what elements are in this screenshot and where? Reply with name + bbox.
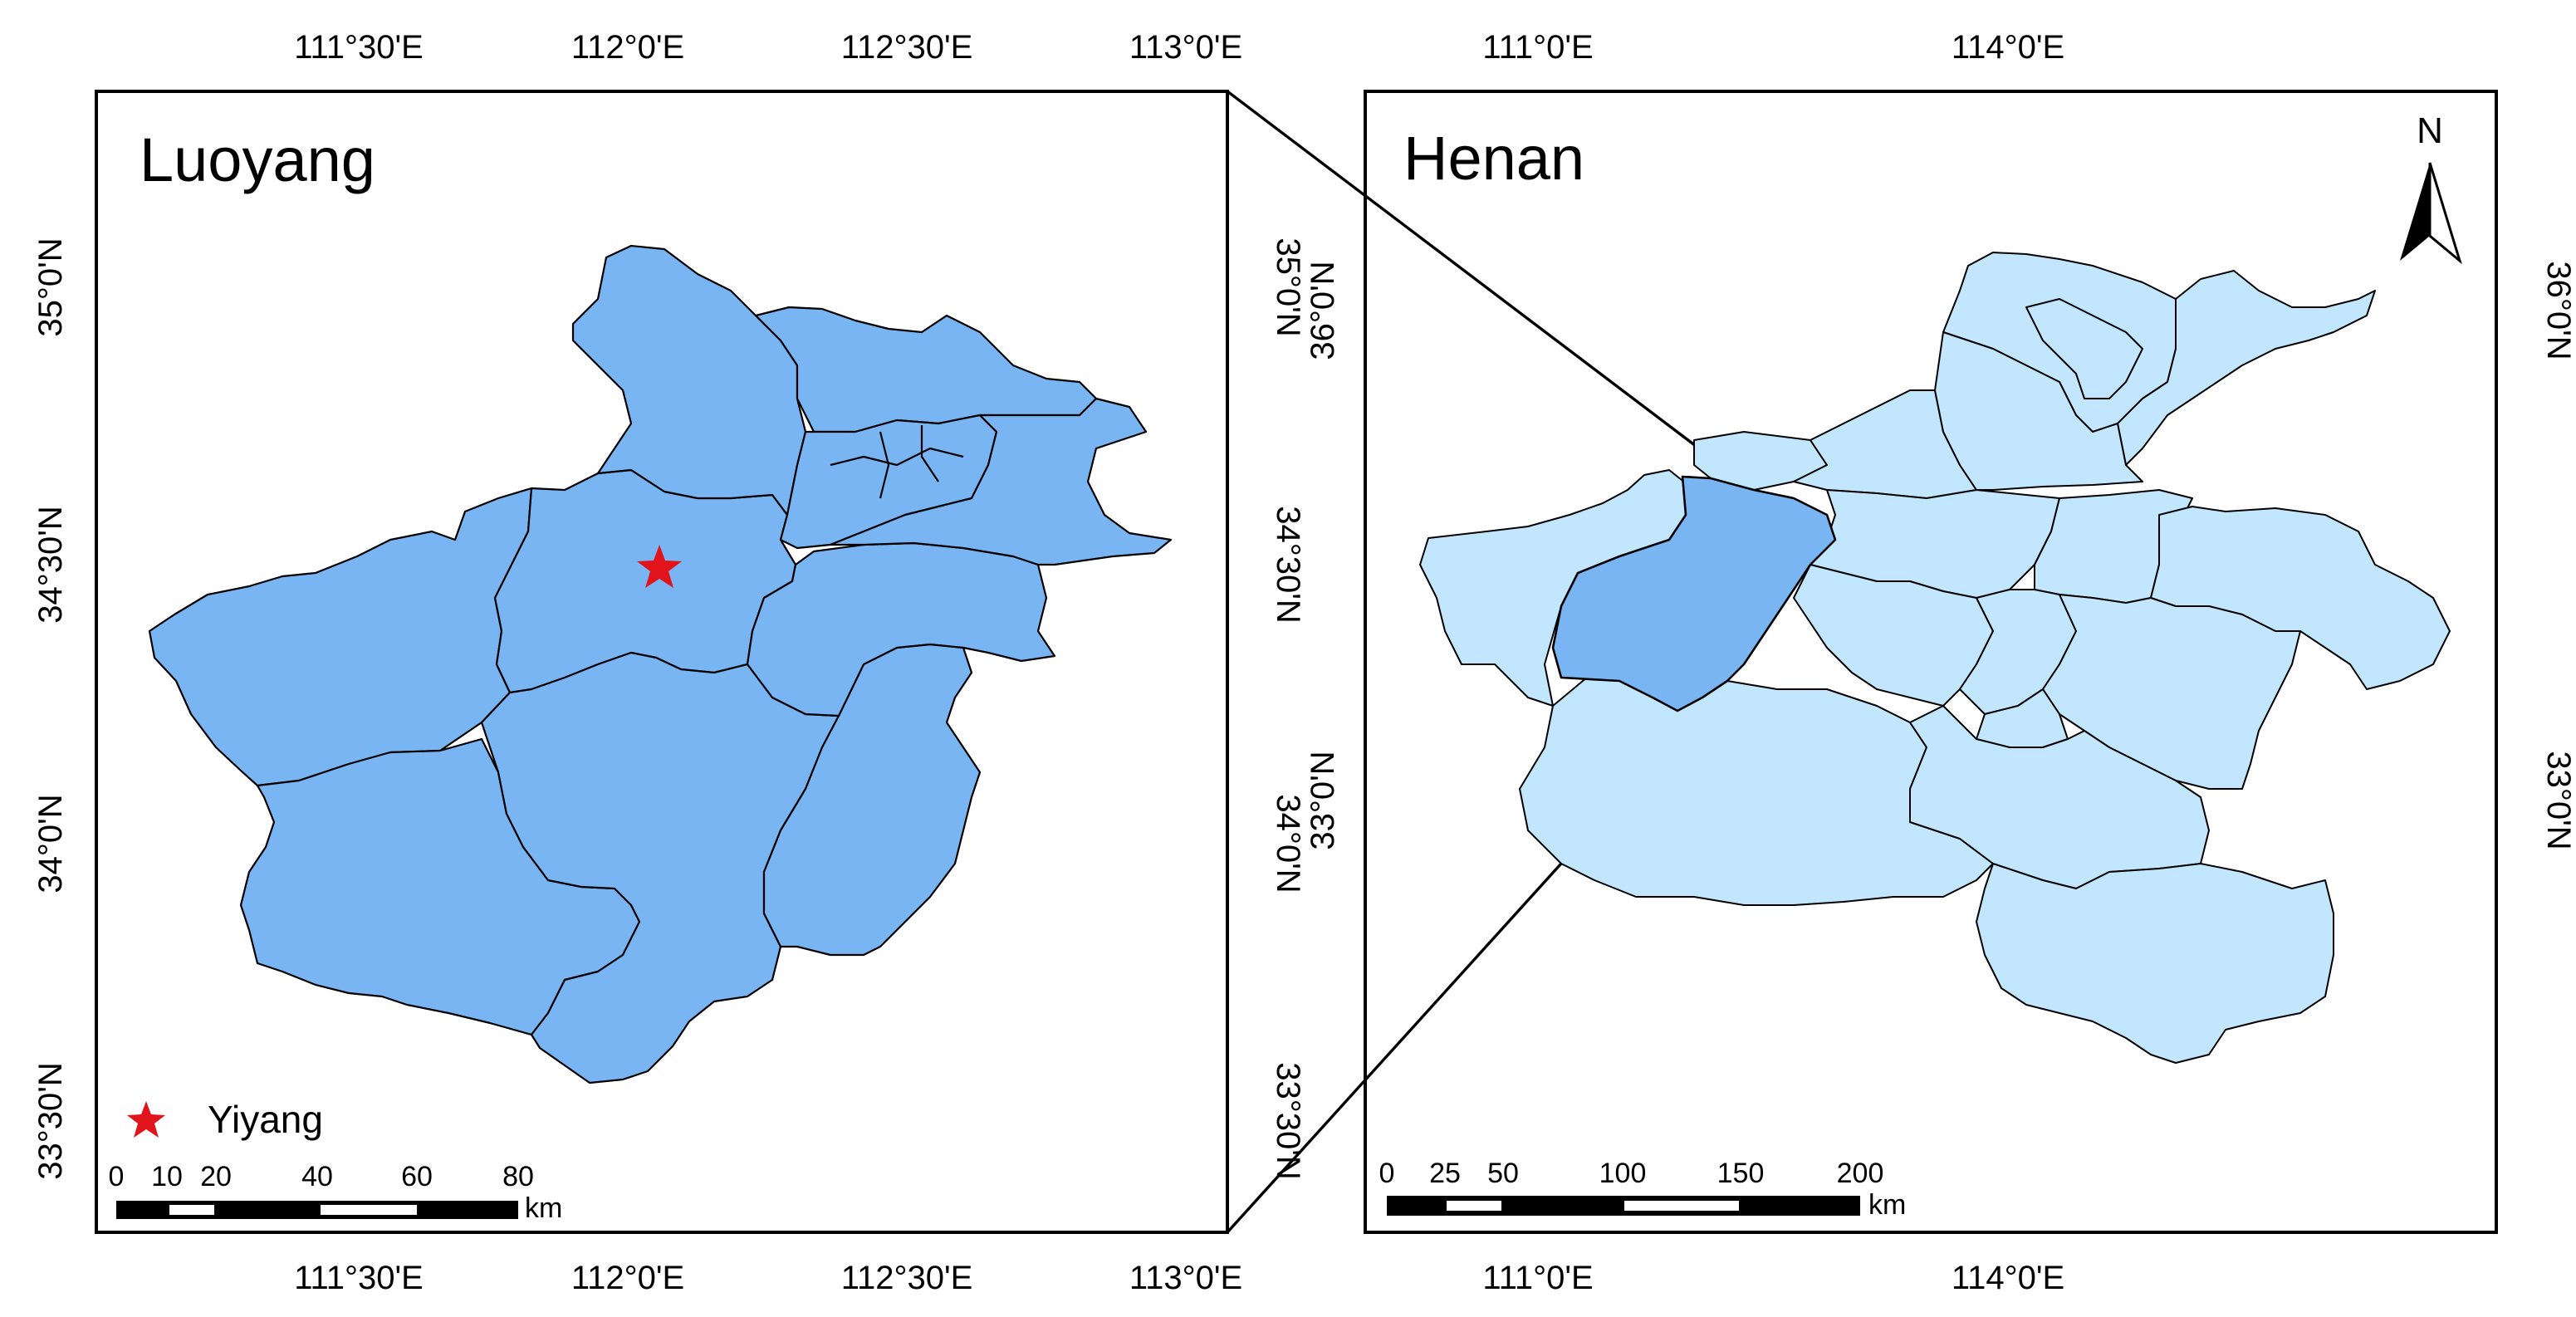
luoyang-bottom-tick-0: 111°30'E — [294, 1260, 424, 1296]
luoyang-top-tick-1: 112°0'E — [571, 29, 684, 66]
county-ruyang — [762, 643, 982, 957]
luoyang-scale-bar-segment — [321, 1205, 417, 1215]
city-xinxiang — [1934, 331, 2143, 491]
luoyang-scale-label-1: 10 — [151, 1161, 183, 1192]
henan-right-tick-1: 33°0'N — [2540, 751, 2576, 849]
north-arrow-label: N — [2417, 110, 2443, 151]
henan-map-frame — [1364, 90, 2498, 1234]
luoyang-scale-label-3: 40 — [301, 1161, 333, 1192]
luoyang-bottom-tick-1: 112°0'E — [571, 1260, 684, 1296]
luoyang-panel: 111°30'E 112°0'E 112°30'E 113°0'E 111°30… — [32, 29, 1306, 1296]
henan-top-tick-1: 114°0'E — [1952, 29, 2064, 66]
luoyang-left-tick-2: 34°0'N — [32, 794, 69, 893]
north-arrow-icon — [2400, 163, 2430, 261]
henan-bottom-tick-1: 114°0'E — [1952, 1260, 2064, 1296]
luoyang-right-tick-2: 34°0'N — [1270, 794, 1306, 893]
luoyang-left-tick-1: 34°30'N — [32, 506, 69, 624]
county-songxian — [480, 651, 840, 1084]
luoyang-right-tick-0: 35°0'N — [1270, 237, 1306, 336]
luoyang-scale-label-0: 0 — [109, 1161, 125, 1192]
luoyang-scale-unit: km — [525, 1192, 562, 1224]
henan-scale-label-3: 100 — [1599, 1158, 1647, 1189]
henan-scale-label-0: 0 — [1379, 1158, 1395, 1189]
luoyang-top-tick-2: 112°30'E — [841, 29, 973, 66]
connector-line-top — [1226, 90, 1756, 492]
luoyang-right-tick-3: 33°30'N — [1270, 1062, 1306, 1180]
county-mengjin — [754, 306, 1098, 433]
henan-scale-label-5: 200 — [1837, 1158, 1884, 1189]
district-line-2 — [879, 431, 890, 499]
henan-bottom-tick-0: 111°0'E — [1482, 1260, 1593, 1296]
city-nanyang — [1519, 663, 1994, 906]
luoyang-map-frame — [95, 90, 1229, 1234]
henan-scale-label-1: 25 — [1429, 1158, 1461, 1189]
henan-top-tick-0: 111°0'E — [1482, 29, 1593, 66]
luoyang-scale-label-4: 60 — [401, 1161, 433, 1192]
luoyang-scale-bar: 0 10 20 40 60 80 km — [109, 1161, 563, 1224]
county-yanshi — [829, 397, 1173, 566]
district-line-1 — [830, 447, 964, 467]
north-arrow-icon-outline — [2428, 162, 2462, 265]
luoyang-bottom-tick-2: 112°30'E — [841, 1260, 973, 1296]
yiyang-star-marker — [637, 545, 682, 588]
henan-cities — [1419, 252, 2451, 1064]
legend-label-yiyang: Yiyang — [208, 1098, 323, 1141]
luoyang-left-tick-0: 35°0'N — [32, 237, 69, 336]
henan-scale-unit: km — [1868, 1189, 1906, 1221]
city-luoyang-highlight — [1551, 475, 1837, 712]
city-zhumadian — [1909, 705, 2210, 889]
henan-scale-label-4: 150 — [1717, 1158, 1765, 1189]
luoyang-top-tick-3: 113°0'E — [1129, 29, 1242, 66]
luoyang-top-tick-0: 111°30'E — [294, 29, 424, 66]
luoyang-legend: Yiyang — [127, 1098, 323, 1141]
luoyang-right-tick-1: 34°30'N — [1270, 506, 1306, 624]
county-yichuan — [746, 541, 1056, 717]
luoyang-scale-label-2: 20 — [200, 1161, 232, 1192]
henan-map-title: Henan — [1403, 124, 1584, 193]
henan-scale-bar-segment — [1447, 1201, 1501, 1211]
legend-star-icon — [127, 1101, 165, 1138]
henan-scale-bar: 0 25 50 100 150 200 km — [1379, 1158, 1907, 1221]
henan-panel: 111°0'E 114°0'E 111°0'E 114°0'E 36°0'N 3… — [1305, 29, 2576, 1296]
luoyang-scale-bar-segment — [169, 1205, 214, 1215]
north-arrow: N — [2400, 110, 2462, 265]
luoyang-left-tick-3: 33°30'N — [32, 1062, 69, 1180]
district-line-3 — [920, 425, 939, 482]
henan-scale-label-2: 50 — [1487, 1158, 1519, 1189]
henan-right-tick-0: 36°0'N — [2540, 261, 2576, 360]
city-puyang — [2117, 270, 2376, 466]
county-xinan — [571, 244, 807, 517]
henan-left-tick-0: 36°0'N — [1305, 261, 1341, 360]
luoyang-scale-label-5: 80 — [502, 1161, 534, 1192]
henan-left-tick-1: 33°0'N — [1305, 751, 1341, 849]
henan-scale-bar-segment — [1624, 1201, 1739, 1211]
city-hebi — [2025, 298, 2143, 399]
luoyang-map-title: Luoyang — [140, 125, 375, 194]
luoyang-bottom-tick-3: 113°0'E — [1129, 1260, 1242, 1296]
city-xinyang — [1976, 863, 2334, 1064]
luoyang-counties — [148, 244, 1173, 1084]
luoyang-scale-bar-body — [116, 1201, 518, 1219]
